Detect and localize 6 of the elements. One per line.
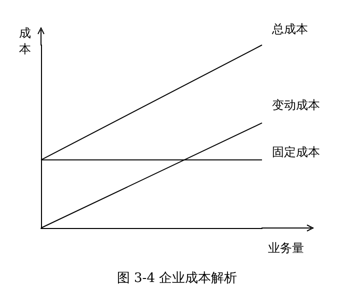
series-label: 总成本 xyxy=(271,22,308,36)
y-axis-title: 成本 xyxy=(19,26,31,56)
series-label: 变动成本 xyxy=(272,98,320,112)
series-label: 固定成本 xyxy=(272,144,320,159)
x-axis-title: 业务量 xyxy=(268,241,304,255)
text: 图 3-4 企业成本解析 xyxy=(116,271,238,286)
